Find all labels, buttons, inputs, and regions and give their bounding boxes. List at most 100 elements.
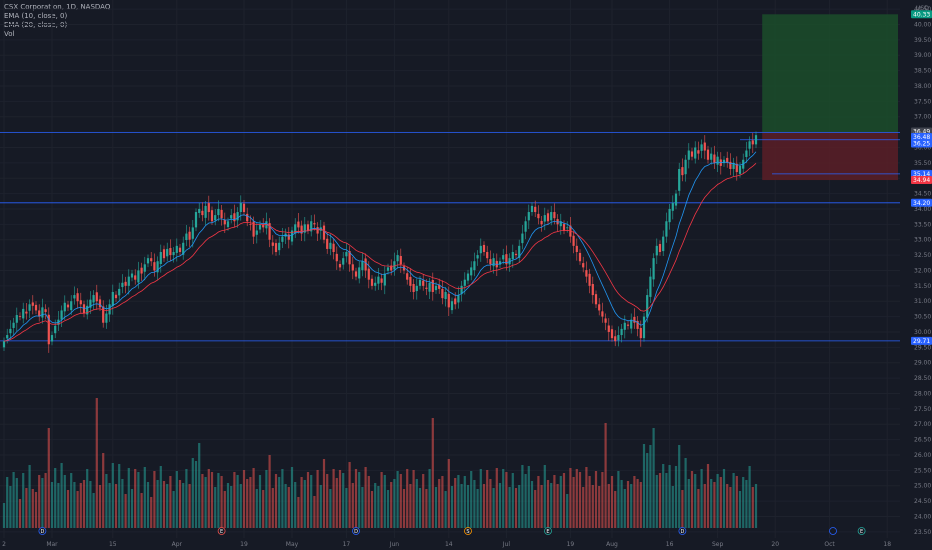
candle-body[interactable] [524, 221, 527, 232]
candle-body[interactable] [236, 212, 239, 221]
candle-body[interactable] [562, 224, 566, 231]
candle-body[interactable] [425, 287, 428, 289]
candle-body[interactable] [601, 311, 604, 317]
candle-body[interactable] [290, 230, 294, 242]
candle-body[interactable] [118, 288, 121, 296]
candle-body[interactable] [258, 224, 262, 230]
candle-body[interactable] [674, 193, 678, 206]
candle-body[interactable] [79, 300, 82, 305]
candle-body[interactable] [281, 236, 284, 242]
candle-body[interactable] [310, 221, 313, 232]
candle-body[interactable] [514, 253, 518, 256]
candle-body[interactable] [204, 205, 207, 218]
candle-body[interactable] [137, 270, 140, 283]
candle-body[interactable] [207, 203, 210, 213]
candle-body[interactable] [710, 153, 713, 160]
candle-body[interactable] [722, 159, 726, 164]
candle-body[interactable] [390, 265, 393, 271]
candle-body[interactable] [130, 273, 134, 278]
candle-body[interactable] [326, 238, 329, 249]
candle-body[interactable] [268, 223, 271, 240]
candle-body[interactable] [364, 258, 367, 271]
candle-body[interactable] [575, 245, 578, 253]
candle-body[interactable] [540, 220, 543, 225]
candle-body[interactable] [114, 294, 118, 299]
candle-body[interactable] [172, 252, 175, 256]
candle-body[interactable] [617, 335, 620, 341]
candle-body[interactable] [751, 140, 754, 145]
candle-body[interactable] [156, 261, 159, 273]
candle-body[interactable] [527, 212, 530, 221]
candle-body[interactable] [473, 261, 476, 271]
candle-body[interactable] [498, 261, 502, 265]
candle-body[interactable] [338, 264, 342, 268]
candle-body[interactable] [175, 245, 178, 253]
candle-body[interactable] [361, 261, 364, 271]
candle-body[interactable] [530, 205, 534, 213]
candle-body[interactable] [604, 318, 607, 323]
candle-body[interactable] [518, 245, 521, 258]
candle-body[interactable] [82, 304, 86, 314]
candle-body[interactable] [694, 147, 697, 159]
candle-body[interactable] [230, 215, 233, 219]
event-marker-icon[interactable] [544, 527, 552, 535]
candle-body[interactable] [313, 223, 316, 225]
candle-body[interactable] [140, 267, 143, 274]
candle-body[interactable] [598, 304, 601, 311]
event-marker-icon[interactable] [217, 527, 226, 535]
candle-body[interactable] [396, 255, 399, 262]
candle-body[interactable] [316, 227, 319, 234]
candle-body[interactable] [169, 248, 172, 256]
candle-body[interactable] [665, 221, 668, 237]
candle-body[interactable] [262, 224, 265, 228]
candle-body[interactable] [86, 305, 89, 315]
candle-body[interactable] [620, 328, 623, 336]
candle-body[interactable] [95, 292, 98, 302]
candle-body[interactable] [322, 225, 326, 240]
candle-body[interactable] [422, 280, 425, 286]
candle-body[interactable] [646, 295, 649, 318]
candle-body[interactable] [566, 227, 569, 229]
candle-body[interactable] [111, 291, 114, 307]
candle-body[interactable] [297, 221, 300, 228]
candle-body[interactable] [690, 151, 694, 157]
candle-body[interactable] [146, 258, 150, 264]
upcoming-event-icon[interactable] [829, 527, 837, 535]
candle-body[interactable] [470, 267, 473, 276]
candle-body[interactable] [447, 293, 450, 308]
candle-body[interactable] [748, 141, 751, 149]
candle-body[interactable] [329, 242, 332, 249]
candle-body[interactable] [434, 285, 438, 291]
candle-body[interactable] [76, 293, 79, 302]
candle-body[interactable] [210, 210, 214, 222]
candle-body[interactable] [697, 150, 700, 154]
candle-body[interactable] [444, 291, 447, 300]
candle-body[interactable] [511, 252, 514, 260]
candle-body[interactable] [246, 213, 249, 222]
candle-body[interactable] [121, 282, 124, 288]
candle-body[interactable] [662, 236, 665, 252]
candle-body[interactable] [626, 324, 630, 326]
candle-body[interactable] [402, 266, 406, 271]
candle-body[interactable] [585, 270, 588, 277]
candle-body[interactable] [271, 242, 274, 246]
candle-body[interactable] [489, 259, 492, 265]
event-marker-icon[interactable] [464, 527, 472, 535]
candle-body[interactable] [729, 161, 732, 169]
candle-body[interactable] [105, 313, 108, 323]
candle-body[interactable] [454, 298, 457, 305]
candle-body[interactable] [6, 335, 9, 339]
candle-body[interactable] [178, 247, 182, 253]
candle-body[interactable] [418, 279, 422, 286]
candle-body[interactable] [226, 221, 230, 228]
candle-body[interactable] [415, 285, 418, 292]
candle-body[interactable] [735, 163, 738, 173]
candle-body[interactable] [658, 244, 662, 253]
candle-body[interactable] [582, 263, 585, 268]
candle-body[interactable] [370, 278, 374, 286]
candle-body[interactable] [354, 271, 358, 277]
candle-body[interactable] [716, 156, 719, 165]
candle-body[interactable] [345, 252, 348, 257]
candle-body[interactable] [220, 209, 223, 219]
